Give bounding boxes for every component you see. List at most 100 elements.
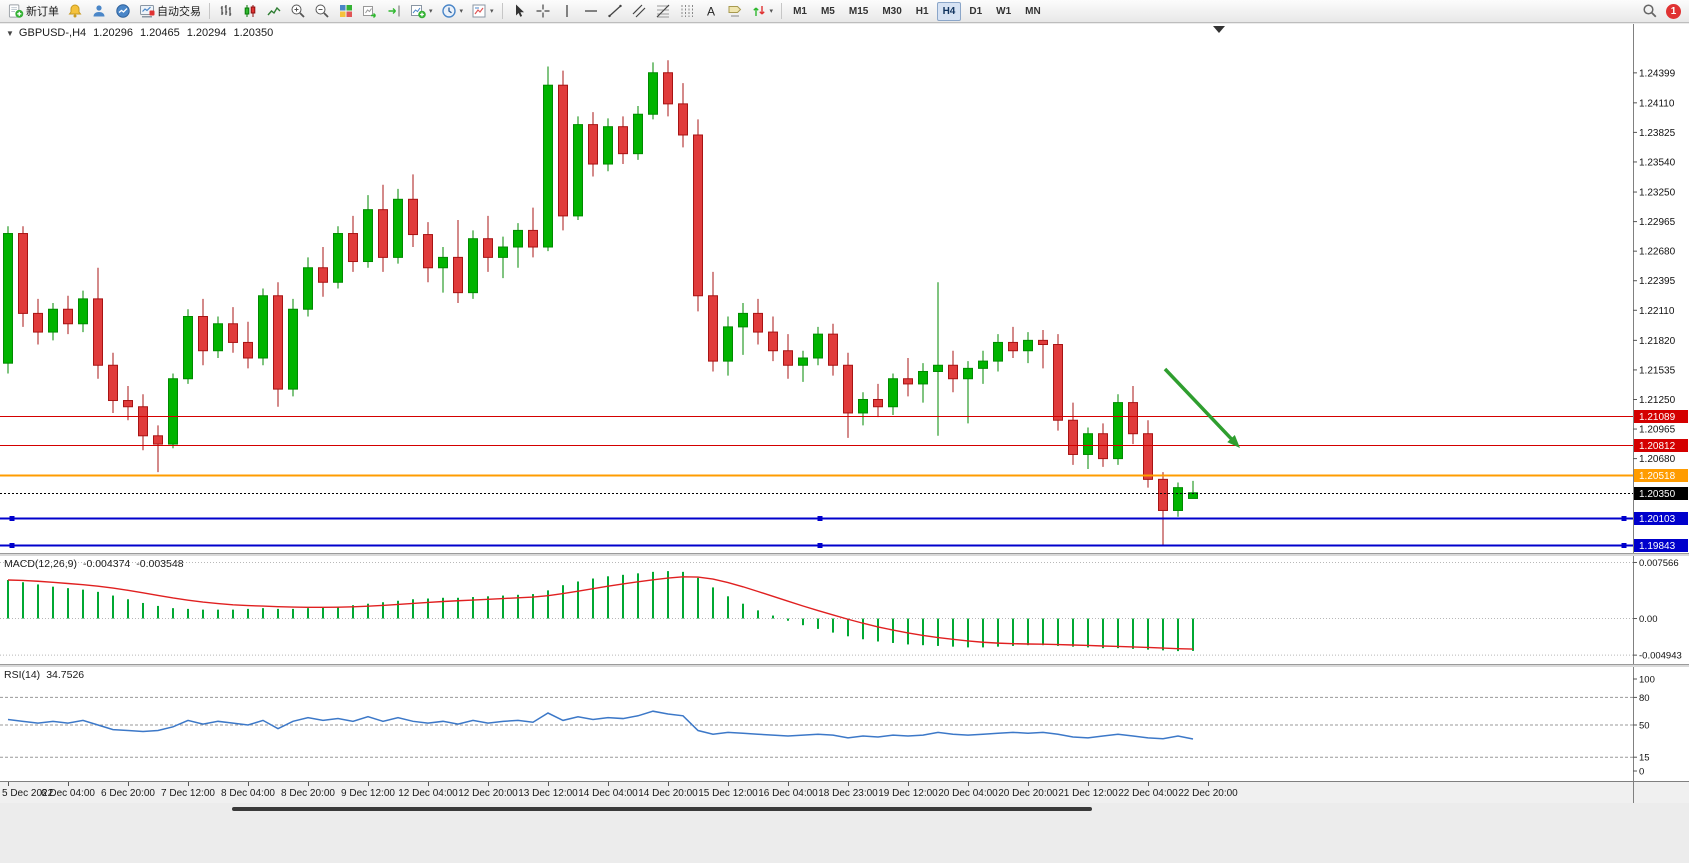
new-chart-icon	[410, 3, 426, 19]
price-tick: 1.22395	[1639, 276, 1676, 287]
line-handle[interactable]	[9, 516, 15, 521]
candle	[783, 350, 793, 366]
rsi-canvas[interactable]: 100 80 50 15 0	[0, 667, 1689, 781]
market-watch-button[interactable]	[112, 1, 134, 21]
time-tick	[1208, 782, 1209, 786]
timeframe-m5[interactable]: M5	[815, 2, 841, 21]
zoom-out-button[interactable]	[311, 1, 333, 21]
horizontal-line-button[interactable]	[580, 1, 602, 21]
text-button[interactable]: A	[700, 1, 722, 21]
line-handle[interactable]	[817, 516, 823, 521]
macd-axis[interactable]: 0.007566 0.00 -0.004943	[0, 558, 1682, 662]
price-axis[interactable]: 1.24399 1.24110 1.23825 1.23540 1.23250 1.229…	[1633, 68, 1676, 465]
vertical-line-button[interactable]	[556, 1, 578, 21]
candle	[543, 84, 553, 248]
autotrading-button[interactable]: 自动交易	[136, 1, 204, 21]
rsi-title: RSI(14) 34.7526	[4, 669, 84, 681]
rsi-tick: 15	[1639, 753, 1650, 764]
new-order-button[interactable]: 新订单	[5, 1, 62, 21]
search-button[interactable]	[1639, 1, 1661, 21]
arrows-button[interactable]: ▾	[748, 1, 777, 21]
new-chart-button[interactable]: ▾	[407, 1, 436, 21]
chart-shift-button[interactable]	[383, 1, 405, 21]
panel-separator-macd[interactable]	[0, 553, 1689, 556]
price-line-label-text: 1.20103	[1639, 514, 1676, 525]
price-line-label	[1634, 410, 1688, 423]
line-handle[interactable]	[1621, 516, 1627, 521]
text-icon: A	[703, 3, 719, 19]
candle	[3, 233, 13, 364]
candle	[753, 312, 763, 333]
time-tick-label: 13 Dec 12:00	[518, 788, 578, 799]
notification-badge[interactable]: 1	[1666, 3, 1681, 19]
cycle-lines-button[interactable]	[676, 1, 698, 21]
candle	[693, 134, 703, 297]
horizontal-scrollbar-thumb[interactable]	[232, 807, 1092, 811]
dropdown-caret-icon[interactable]: ▾	[459, 8, 464, 15]
zoom-out-icon	[314, 3, 330, 19]
dropdown-caret-icon[interactable]: ▾	[429, 8, 433, 15]
dropdown-caret-icon[interactable]: ▾	[490, 8, 494, 15]
time-tick-label: 14 Dec 20:00	[638, 788, 698, 799]
alerts-button[interactable]	[64, 1, 86, 21]
zoom-in-button[interactable]	[287, 1, 309, 21]
candle	[903, 378, 913, 385]
candle	[1143, 433, 1153, 480]
templates-button[interactable]: ▾	[468, 1, 497, 21]
candle	[1158, 478, 1168, 511]
candle	[588, 124, 598, 165]
candle	[918, 370, 928, 385]
chart-candles-button[interactable]	[239, 1, 261, 21]
fibonacci-button[interactable]	[652, 1, 674, 21]
auto-scroll-button[interactable]	[359, 1, 381, 21]
line-handle[interactable]	[1621, 543, 1627, 548]
crosshair-button[interactable]	[532, 1, 554, 21]
candle	[483, 238, 493, 258]
time-tick-label: 5 Dec 2022	[2, 788, 54, 799]
line-handle[interactable]	[817, 543, 823, 548]
macd-signal-value: -0.003548	[136, 558, 184, 570]
rsi-axis[interactable]: 100 80 50 15 0	[0, 675, 1655, 778]
timeframe-w1[interactable]: W1	[990, 2, 1017, 21]
dropdown-caret-icon[interactable]: ▾	[769, 8, 774, 15]
timeframe-m1[interactable]: M1	[787, 2, 813, 21]
trend-arrow-annotation[interactable]	[1163, 367, 1240, 448]
timeframe-m30[interactable]: M30	[876, 2, 907, 21]
chart-shift-marker[interactable]	[1213, 26, 1225, 33]
bell-icon	[67, 3, 83, 19]
price-lines: 1.21089 1.20812 1.20518 1.20350 1.20103 1.198…	[0, 410, 1688, 552]
channel-button[interactable]	[628, 1, 650, 21]
collapse-icon[interactable]: ▼	[6, 28, 14, 38]
chart-bars-button[interactable]	[215, 1, 237, 21]
trendline-button[interactable]	[604, 1, 626, 21]
toolbar: 新订单 自动交易 ▾ ▾ ▾ A ▾ M1 M5 M15 M30 H1 H4 D1 W1 MN 1	[0, 0, 1689, 23]
main-chart-canvas[interactable]: 1.24399 1.24110 1.23825 1.23540 1.23250 1.229…	[0, 24, 1689, 553]
timeframe-h1[interactable]: H1	[910, 2, 935, 21]
candle	[63, 308, 73, 325]
time-tick	[248, 782, 249, 786]
panel-separator-rsi[interactable]	[0, 664, 1689, 667]
time-tick-label: 22 Dec 04:00	[1118, 788, 1178, 799]
candle	[633, 113, 643, 155]
time-tick-label: 19 Dec 12:00	[878, 788, 938, 799]
periods-button[interactable]: ▾	[438, 1, 467, 21]
ohlc-open: 1.20296	[93, 27, 133, 39]
profiles-button[interactable]	[88, 1, 110, 21]
timeframe-d1[interactable]: D1	[963, 2, 988, 21]
time-axis[interactable]: 5 Dec 2022 6 Dec 04:00 6 Dec 20:00 7 Dec 12…	[0, 781, 1689, 804]
price-line-label-text: 1.20812	[1639, 441, 1676, 452]
chart-line-button[interactable]	[263, 1, 285, 21]
time-tick	[488, 782, 489, 786]
candle	[723, 326, 733, 362]
tile-windows-button[interactable]	[335, 1, 357, 21]
arrows-icon	[751, 3, 767, 19]
line-handle[interactable]	[9, 543, 15, 548]
timeframe-h4[interactable]: H4	[936, 1, 962, 21]
macd-canvas[interactable]: 0.007566 0.00 -0.004943	[0, 556, 1689, 664]
timeframe-m15[interactable]: M15	[843, 2, 874, 21]
text-label-button[interactable]	[724, 1, 746, 21]
fibonacci-icon	[655, 3, 671, 19]
macd-panel: 0.007566 0.00 -0.004943 MACD(12,26,9) -0.0…	[0, 556, 1689, 664]
timeframe-mn[interactable]: MN	[1019, 2, 1047, 21]
cursor-button[interactable]	[508, 1, 530, 21]
